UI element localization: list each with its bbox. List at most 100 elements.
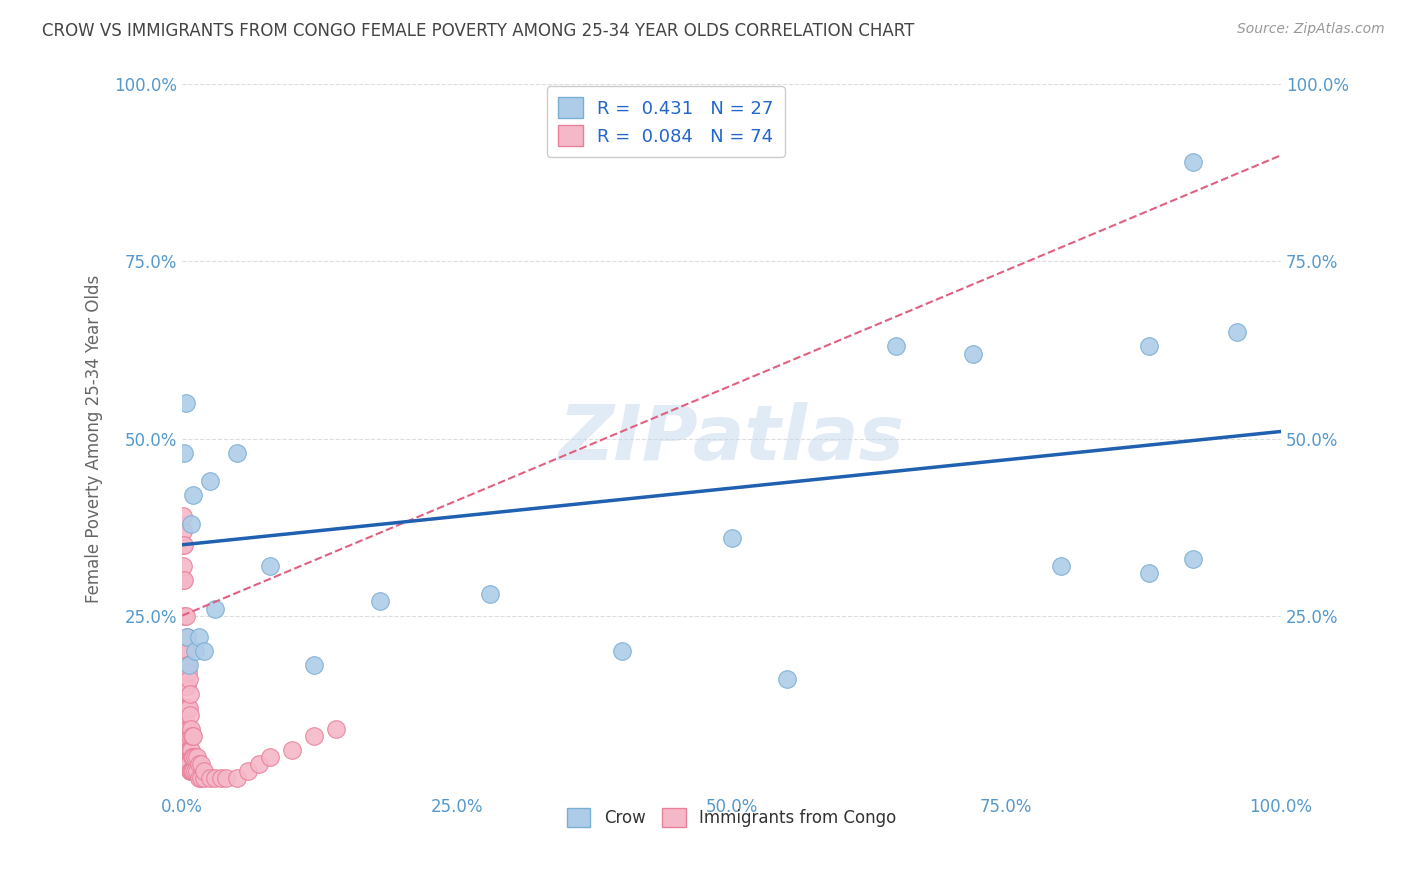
Point bbox=[775, 673, 797, 687]
Point bbox=[176, 750, 198, 764]
Point bbox=[179, 707, 201, 722]
Point bbox=[177, 700, 200, 714]
Point bbox=[179, 743, 201, 757]
Point bbox=[226, 446, 249, 460]
Point bbox=[198, 474, 221, 488]
Point bbox=[177, 743, 200, 757]
Point bbox=[720, 531, 742, 545]
Point bbox=[174, 396, 197, 410]
Point bbox=[181, 750, 204, 764]
Point bbox=[1050, 559, 1073, 574]
Point bbox=[173, 446, 195, 460]
Point bbox=[176, 630, 198, 644]
Point bbox=[177, 658, 200, 673]
Point bbox=[172, 524, 194, 538]
Point bbox=[176, 680, 198, 694]
Point bbox=[259, 750, 281, 764]
Point bbox=[184, 764, 207, 779]
Text: Source: ZipAtlas.com: Source: ZipAtlas.com bbox=[1237, 22, 1385, 37]
Point bbox=[478, 587, 501, 601]
Point bbox=[187, 772, 209, 786]
Point bbox=[1226, 326, 1249, 340]
Point bbox=[215, 772, 238, 786]
Point bbox=[962, 346, 984, 360]
Point bbox=[193, 644, 215, 658]
Point bbox=[180, 764, 202, 779]
Text: CROW VS IMMIGRANTS FROM CONGO FEMALE POVERTY AMONG 25-34 YEAR OLDS CORRELATION C: CROW VS IMMIGRANTS FROM CONGO FEMALE POV… bbox=[42, 22, 914, 40]
Point bbox=[173, 714, 195, 729]
Point bbox=[181, 488, 204, 502]
Point bbox=[1182, 552, 1205, 566]
Point bbox=[177, 757, 200, 772]
Point bbox=[172, 573, 194, 587]
Point bbox=[173, 750, 195, 764]
Point bbox=[176, 658, 198, 673]
Point bbox=[177, 700, 200, 714]
Point bbox=[259, 559, 281, 574]
Point bbox=[176, 736, 198, 750]
Point bbox=[186, 750, 208, 764]
Point bbox=[226, 772, 249, 786]
Point bbox=[198, 772, 221, 786]
Point bbox=[177, 722, 200, 736]
Point bbox=[174, 729, 197, 743]
Point bbox=[177, 665, 200, 680]
Point bbox=[179, 764, 201, 779]
Point bbox=[184, 644, 207, 658]
Point bbox=[181, 764, 204, 779]
Point bbox=[190, 757, 212, 772]
Point bbox=[174, 680, 197, 694]
Point bbox=[181, 750, 204, 764]
Point bbox=[184, 750, 207, 764]
Point bbox=[247, 757, 270, 772]
Point bbox=[181, 764, 204, 779]
Point bbox=[186, 764, 208, 779]
Point bbox=[181, 729, 204, 743]
Point bbox=[172, 559, 194, 574]
Point bbox=[180, 722, 202, 736]
Point bbox=[174, 714, 197, 729]
Y-axis label: Female Poverty Among 25-34 Year Olds: Female Poverty Among 25-34 Year Olds bbox=[86, 275, 103, 603]
Legend: Crow, Immigrants from Congo: Crow, Immigrants from Congo bbox=[561, 801, 903, 834]
Point bbox=[179, 686, 201, 700]
Point bbox=[193, 772, 215, 786]
Point bbox=[180, 743, 202, 757]
Point bbox=[173, 573, 195, 587]
Point bbox=[177, 743, 200, 757]
Point bbox=[177, 722, 200, 736]
Point bbox=[176, 700, 198, 714]
Point bbox=[174, 608, 197, 623]
Point bbox=[173, 680, 195, 694]
Point bbox=[1137, 339, 1160, 353]
Point bbox=[209, 772, 232, 786]
Point bbox=[180, 516, 202, 531]
Point bbox=[174, 644, 197, 658]
Point bbox=[173, 729, 195, 743]
Text: ZIPatlas: ZIPatlas bbox=[558, 401, 904, 475]
Point bbox=[172, 509, 194, 524]
Point bbox=[181, 729, 204, 743]
Point bbox=[174, 750, 197, 764]
Point bbox=[177, 673, 200, 687]
Point bbox=[176, 722, 198, 736]
Point bbox=[176, 630, 198, 644]
Point bbox=[886, 339, 908, 353]
Point bbox=[193, 764, 215, 779]
Point bbox=[173, 538, 195, 552]
Point bbox=[204, 772, 226, 786]
Point bbox=[1137, 566, 1160, 580]
Point bbox=[172, 700, 194, 714]
Point bbox=[177, 757, 200, 772]
Point bbox=[190, 772, 212, 786]
Point bbox=[368, 594, 391, 608]
Point bbox=[187, 630, 209, 644]
Point bbox=[173, 644, 195, 658]
Point bbox=[172, 714, 194, 729]
Point bbox=[173, 608, 195, 623]
Point bbox=[172, 538, 194, 552]
Point bbox=[172, 729, 194, 743]
Point bbox=[302, 729, 325, 743]
Point bbox=[238, 764, 260, 779]
Point bbox=[179, 729, 201, 743]
Point bbox=[187, 757, 209, 772]
